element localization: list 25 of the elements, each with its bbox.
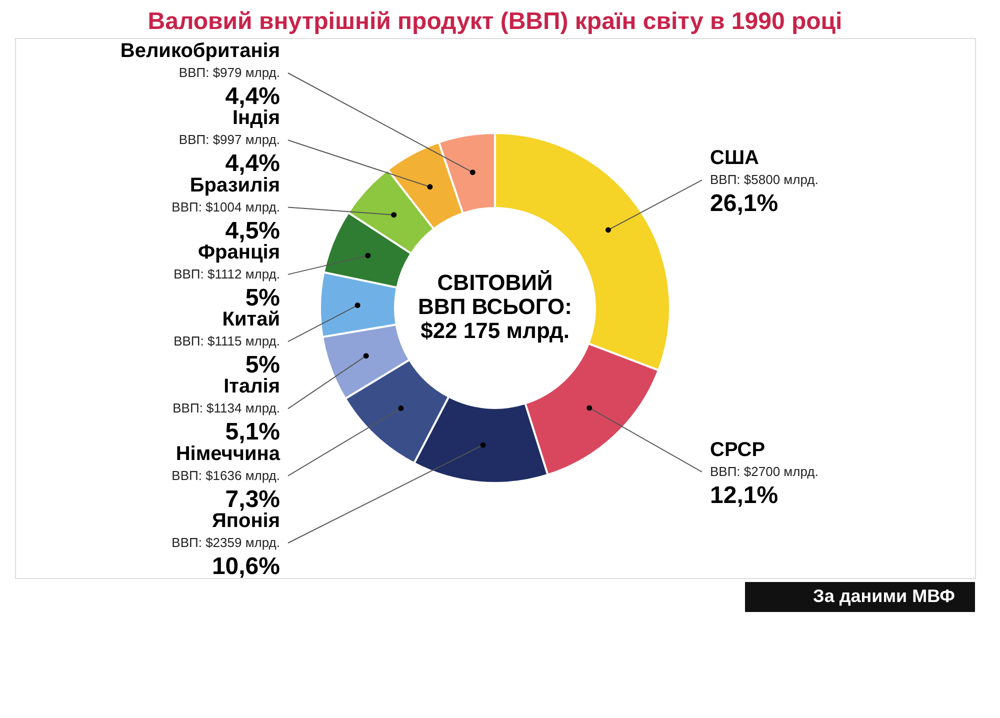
text: СВІТОВИЙ ВВП ВСЬОГО: $22 175 млрд. [418,270,572,343]
text: 12,1% [710,482,778,509]
slice-label: Японія [212,510,280,532]
text: 5% [245,284,280,312]
data-label: ВВП: $1134 млрд. [172,400,280,416]
text: 10,6% [212,553,280,580]
text: 26,1% [710,190,778,218]
slice-label: США [710,147,759,170]
text: 7,3% [225,486,280,513]
chart-title: Валовий внутрішній продукт (ВВП) країн світу в 1990 році [148,8,842,35]
slice-label: СРСР [710,438,766,461]
slice-label: Китай [222,308,280,331]
data-label: ВВП: $1115 млрд. [174,334,280,349]
data-label: ВВП: $2359 млрд. [172,535,280,550]
text: За даними МВФ [813,586,955,606]
data-label: ВВП: $5800 млрд. [710,172,818,188]
text: 4,4% [225,83,280,110]
data-label: ВВП: $997 млрд. [178,132,280,148]
slice-label: Великобританія [120,40,280,62]
data-label: ВВП: $2700 млрд. [710,464,818,479]
data-label: ВВП: $1004 млрд. [172,199,280,214]
data-label: ВВП: $1636 млрд. [172,468,280,483]
data-label: ВВП: $979 млрд. [178,65,280,80]
data-label: ВВП: $1112 млрд. [174,266,280,282]
slice-label: Індія [232,107,280,130]
